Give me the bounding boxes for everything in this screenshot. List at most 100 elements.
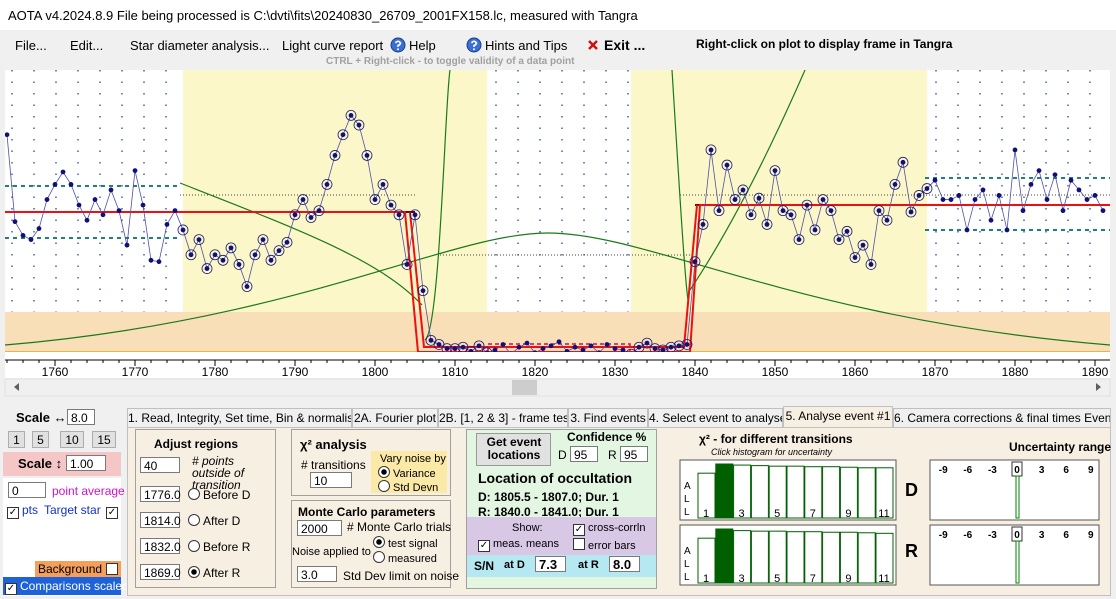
chi2-bar[interactable]: [875, 467, 894, 519]
chi2-bar[interactable]: [697, 472, 716, 519]
data-point: [340, 132, 346, 138]
chi2-bar[interactable]: [768, 530, 787, 584]
chi2-bar[interactable]: [822, 531, 841, 584]
uncertainty-tick: -6: [963, 465, 972, 476]
point-ring: [473, 340, 485, 352]
data-point: [556, 339, 562, 345]
chi2-bar[interactable]: [733, 464, 752, 519]
chi2-bar-label: 9: [845, 573, 851, 585]
chi2-bar[interactable]: [857, 467, 876, 519]
scale-h-input[interactable]: 8.0: [67, 409, 95, 425]
tab[interactable]: 3. Find events: [568, 408, 648, 427]
region-radio[interactable]: After R: [188, 566, 240, 580]
point-ring: [857, 239, 869, 251]
transitions-input[interactable]: 10: [310, 472, 352, 488]
region-value[interactable]: 1814.0: [140, 512, 181, 528]
scroll-thumb[interactable]: [512, 380, 537, 395]
chi2-bar[interactable]: [857, 532, 876, 584]
chi2-bar[interactable]: [786, 531, 805, 584]
cross-check[interactable]: ✓ cross-corrln: [573, 522, 646, 536]
data-point: [820, 197, 826, 202]
menu-item[interactable]: Edit...: [70, 38, 104, 53]
chi2-bar[interactable]: [839, 466, 858, 519]
sn-r-value: 8.0: [609, 556, 640, 572]
tab[interactable]: 6. Camera corrections & final times Even…: [893, 408, 1111, 427]
std-limit-input[interactable]: 3.0: [297, 566, 337, 582]
background-check[interactable]: [106, 563, 121, 577]
menu-item[interactable]: Star diameter analysis...: [130, 38, 270, 53]
scale-button[interactable]: 15: [92, 431, 116, 448]
menu-item[interactable]: Exit ...: [604, 37, 646, 53]
r-conf-input[interactable]: 95: [620, 446, 648, 462]
point-ring: [385, 199, 397, 211]
scale-button[interactable]: 5: [32, 431, 49, 448]
data-point: [636, 344, 642, 350]
data-point: [460, 344, 466, 350]
chi2-bar-label: 5: [774, 508, 780, 520]
error-bars-check[interactable]: error bars: [573, 538, 636, 552]
chi2-bar-label: 7: [810, 508, 816, 520]
uncertainty-tick: 3: [1039, 530, 1045, 541]
region-radio[interactable]: Before R: [188, 540, 250, 554]
data-point: [708, 147, 714, 153]
chi2-bar[interactable]: [750, 465, 769, 519]
chi2-bar[interactable]: [804, 466, 823, 519]
pts-check[interactable]: ✓ pts: [7, 503, 39, 519]
chi2-bar[interactable]: [697, 537, 716, 584]
region-radio[interactable]: After D: [188, 514, 240, 528]
point-ring: [193, 234, 205, 246]
region-radio[interactable]: Before D: [188, 488, 250, 502]
chi2-bar[interactable]: [715, 528, 734, 584]
tab[interactable]: 5. Analyse event #1: [783, 406, 893, 427]
chi2-bar[interactable]: [715, 463, 734, 519]
title-bar: [0, 0, 1116, 30]
data-point: [404, 262, 410, 267]
d-conf-input[interactable]: 95: [570, 446, 598, 462]
menu-item[interactable]: Hints and Tips: [485, 38, 568, 53]
measured-radio[interactable]: measured: [373, 551, 437, 565]
variance-radio[interactable]: Variance: [378, 466, 436, 480]
chi2-bar-label: 1: [703, 508, 709, 520]
points-input[interactable]: 40: [140, 457, 180, 473]
chi2-bar[interactable]: [839, 531, 858, 584]
menu-item[interactable]: Help: [409, 38, 436, 53]
chi2-bar[interactable]: [822, 466, 841, 519]
chi2-bar[interactable]: [786, 465, 805, 519]
avg-combo[interactable]: 0: [8, 482, 46, 498]
chi2-bar[interactable]: [804, 531, 823, 584]
stddevn-radio[interactable]: Std Devn: [378, 480, 438, 494]
chi2-bar[interactable]: [733, 530, 752, 584]
data-point: [676, 343, 682, 349]
chi2-bar[interactable]: [768, 465, 787, 519]
get-event-button[interactable]: [476, 433, 551, 466]
data-point: [852, 255, 858, 260]
scale-button[interactable]: 1: [8, 431, 25, 448]
at-d-label: at D: [504, 559, 525, 571]
region-value[interactable]: 1832.0: [140, 538, 181, 554]
trials-input[interactable]: 2000: [297, 520, 342, 536]
light-curve-plot[interactable]: 1760 1770 1780 1790 1800 1810 1820 1830 1840 1850…: [0, 0, 1116, 400]
tab[interactable]: 2B. [1, 2 & 3] - frame test: [438, 408, 568, 427]
comparisons-check[interactable]: ✓ Comparisons scaled: [5, 579, 129, 595]
menu-item[interactable]: Light curve report: [282, 38, 384, 53]
scale-h-label: Scale ↔: [16, 410, 67, 425]
target-check[interactable]: ✓: [106, 507, 118, 519]
data-point: [36, 226, 42, 231]
point-ring: [626, 348, 636, 352]
trials-label: # Monte Carlo trials: [347, 520, 452, 534]
tab[interactable]: 4. Select event to analyse: [648, 408, 783, 427]
scale-button[interactable]: 10: [60, 431, 84, 448]
chi2-bar[interactable]: [750, 530, 769, 584]
chi2-bar[interactable]: [875, 532, 894, 584]
menu-item[interactable]: File...: [15, 38, 47, 53]
tab[interactable]: 2A. Fourier plot: [352, 408, 438, 427]
region-value[interactable]: 1869.0: [140, 564, 181, 580]
test-signal-radio[interactable]: test signal: [373, 536, 438, 550]
tab[interactable]: 1. Read, Integrity, Set time, Bin & norm…: [127, 408, 352, 427]
point-ring: [257, 234, 269, 246]
means-check[interactable]: ✓ meas. means: [478, 538, 560, 552]
data-point: [116, 208, 122, 214]
region-value[interactable]: 1776.0: [140, 486, 181, 502]
scale-v-input[interactable]: 1.00: [66, 455, 106, 471]
